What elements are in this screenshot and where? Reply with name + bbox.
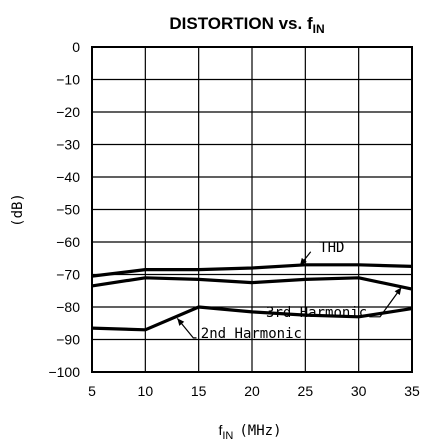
annotation-leader-2 <box>176 318 197 339</box>
x-axis-label-subscript: IN <box>222 430 233 442</box>
y-tick-label: −100 <box>48 364 80 380</box>
series-lines <box>91 263 413 332</box>
x-tick-label: 25 <box>298 383 314 399</box>
series-line-1 <box>91 276 413 291</box>
x-axis-label-main: f <box>218 422 222 438</box>
series-annotations: THD 3rd Harmonic 2nd Harmonic <box>176 240 402 342</box>
y-tick-label: −70 <box>56 267 80 283</box>
annotation-label: THD <box>319 240 344 256</box>
x-tick-label: 10 <box>138 383 154 399</box>
y-tick-label: −80 <box>56 299 80 315</box>
y-tick-label: −50 <box>56 202 80 218</box>
chart-title-subscript: IN <box>313 22 325 36</box>
plot-frame <box>91 46 413 373</box>
x-axis-label: fIN (MHz) <box>218 422 281 442</box>
series-line-0 <box>91 263 413 278</box>
x-tick-labels: 5 10 15 20 25 30 35 <box>88 383 420 399</box>
annotation-label: 2nd Harmonic <box>201 326 302 342</box>
x-tick-label: 30 <box>351 383 367 399</box>
gridlines <box>91 46 413 373</box>
y-tick-label: −90 <box>56 332 80 348</box>
chart-title-main: DISTORTION vs. f <box>169 14 313 33</box>
y-tick-label: 0 <box>72 39 80 55</box>
annotation-arrowhead-2 <box>177 318 185 326</box>
y-axis-label: (dB) <box>10 193 26 227</box>
annotation-arrowhead-0 <box>300 257 307 266</box>
y-tick-label: −40 <box>56 169 80 185</box>
y-tick-label: −30 <box>56 137 80 153</box>
x-tick-label: 35 <box>404 383 420 399</box>
series-line-2 <box>91 305 413 332</box>
y-tick-label: −60 <box>56 234 80 250</box>
x-tick-label: 5 <box>88 383 96 399</box>
x-tick-label: 15 <box>191 383 207 399</box>
y-tick-labels: 0 −10 −20 −30 −40 −50 −60 −70 −80 −90 −100 <box>48 39 80 380</box>
y-tick-label: −10 <box>56 72 80 88</box>
annotation-label: 3rd Harmonic <box>266 305 367 321</box>
annotation-leader-1 <box>369 287 402 318</box>
chart-title: DISTORTION vs. fIN <box>169 14 324 36</box>
x-axis-label-unit: (MHz) <box>239 423 281 439</box>
annotation-arrowhead-1 <box>394 287 402 296</box>
y-tick-label: −20 <box>56 104 80 120</box>
x-tick-label: 20 <box>244 383 260 399</box>
